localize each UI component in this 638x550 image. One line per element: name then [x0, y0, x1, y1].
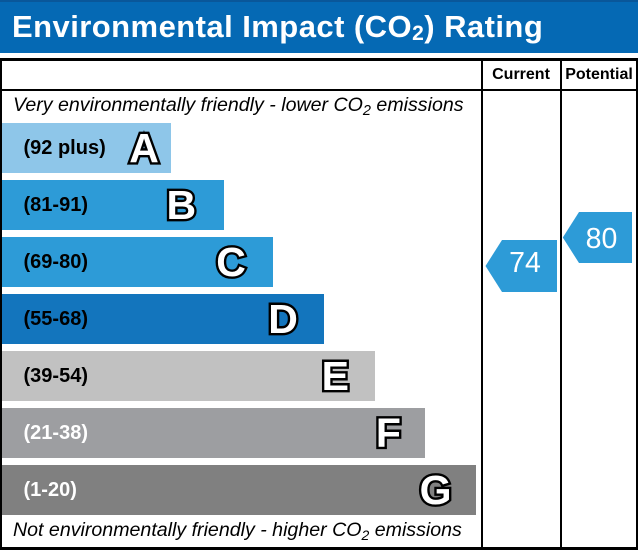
svg-text:C: C [216, 239, 246, 285]
svg-text:F: F [376, 410, 401, 456]
svg-text:A: A [129, 125, 159, 171]
svg-text:E: E [322, 353, 349, 399]
svg-text:80: 80 [586, 223, 618, 255]
svg-text:G: G [420, 467, 452, 513]
svg-text:B: B [166, 182, 196, 228]
svg-text:D: D [268, 296, 298, 342]
svg-text:74: 74 [509, 247, 541, 279]
